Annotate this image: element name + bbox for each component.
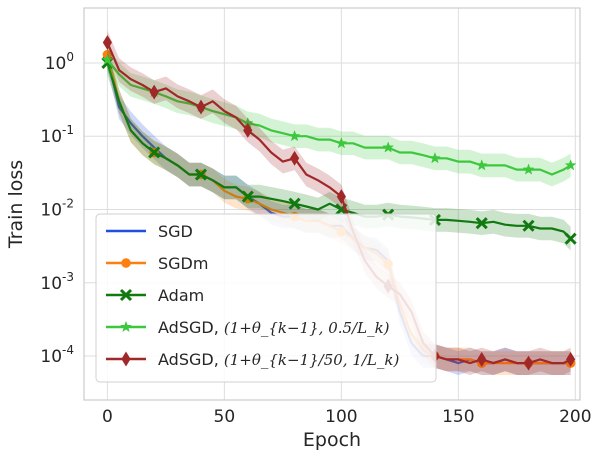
legend-item: SGD — [106, 222, 193, 241]
y-tick-label: 10-1 — [40, 123, 74, 147]
data-point — [429, 152, 441, 164]
x-axis-label: Epoch — [303, 429, 361, 451]
data-point — [241, 190, 254, 203]
x-tick-label: 50 — [214, 407, 236, 427]
data-point — [336, 189, 346, 205]
data-point — [148, 146, 161, 159]
y-axis-label: Train loss — [5, 160, 27, 249]
data-point — [121, 258, 131, 268]
data-point — [475, 159, 488, 171]
legend-label: Adam — [158, 286, 204, 305]
legend-item: Adam — [106, 286, 204, 305]
series-group — [101, 51, 577, 251]
legend-label: SGDm — [158, 254, 208, 273]
data-point — [102, 35, 112, 50]
x-tick-label: 0 — [102, 407, 113, 427]
legend-label: AdSGD, (1+θ_{k−1}/50, 1/L_k) — [158, 350, 399, 369]
series-band — [107, 30, 571, 375]
legend-label: SGD — [158, 222, 193, 241]
y-tick-label: 10-4 — [40, 343, 74, 367]
data-point — [382, 141, 395, 153]
data-point — [288, 197, 301, 210]
legend-item: SGDm — [106, 254, 208, 273]
x-tick-label: 200 — [559, 407, 591, 427]
data-point — [335, 137, 348, 149]
legend-item: AdSGD, (1+θ_{k−1}/50, 1/L_k) — [106, 350, 399, 369]
data-point — [194, 168, 208, 181]
data-point — [475, 217, 488, 230]
data-point — [196, 99, 206, 115]
data-point — [288, 129, 301, 142]
y-tick-label: 10-3 — [40, 270, 74, 294]
tick-labels: 0 50 100 150 200 100 10-1 10-2 10-3 10-4 — [40, 50, 591, 427]
data-point — [564, 232, 577, 245]
data-point — [119, 288, 133, 302]
x-tick-label: 100 — [325, 407, 357, 427]
data-point — [522, 163, 535, 175]
data-point — [243, 122, 253, 138]
data-point — [522, 219, 535, 232]
y-tick-label: 100 — [45, 50, 74, 74]
plot-frame — [83, 7, 581, 401]
data-point — [289, 150, 300, 166]
legend-box — [95, 213, 437, 383]
data-point — [120, 320, 132, 333]
legend-item: AdSGD, (1+θ_{k−1}, 0.5/L_k) — [106, 318, 390, 337]
data-point — [523, 355, 534, 371]
data-point — [477, 351, 487, 367]
y-tick-label: 10-2 — [40, 196, 74, 220]
legend: SGD SGDm Adam AdSGD, (1+θ_{k−1}, 0.5/L_k) Ad… — [95, 213, 437, 383]
x-tick-label: 150 — [442, 407, 474, 427]
data-point — [101, 53, 114, 65]
series-band — [107, 48, 571, 187]
data-point — [149, 84, 159, 100]
series-group — [102, 30, 576, 375]
data-point — [566, 351, 576, 367]
legend-label: AdSGD, (1+θ_{k−1}, 0.5/L_k) — [158, 318, 390, 337]
data-point — [121, 351, 131, 367]
data-point — [564, 159, 577, 171]
